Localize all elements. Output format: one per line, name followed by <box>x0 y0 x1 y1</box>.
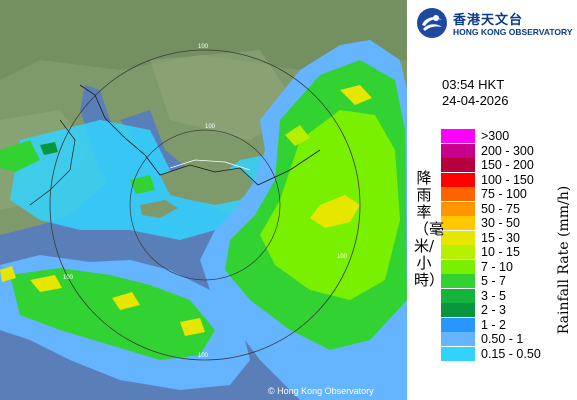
hko-logo: 香港天文台 HONG KONG OBSERVATORY <box>415 6 575 40</box>
legend-swatch <box>441 158 475 172</box>
legend-row: 1 - 2 <box>441 317 577 332</box>
legend-row: 75 - 100 <box>441 187 577 201</box>
legend-swatch <box>441 245 475 259</box>
legend-title-english-wrap: Rainfall Rate (mm/h) <box>553 170 575 350</box>
observation-time: 03:54 HKT <box>442 77 505 92</box>
range-label: 100 <box>337 254 348 260</box>
legend-row: 2 - 3 <box>441 303 577 317</box>
legend-row: 3 - 5 <box>441 288 577 303</box>
rain-cell <box>130 175 155 194</box>
observation-date: 24-04-2026 <box>442 93 509 108</box>
range-ring <box>129 129 281 281</box>
rain-core <box>112 292 140 310</box>
legend-row: 10 - 15 <box>441 245 577 259</box>
rain-core <box>0 266 16 282</box>
legend-label: 0.50 - 1 <box>481 332 524 346</box>
terrain-shading <box>0 0 407 80</box>
coastline <box>29 119 76 206</box>
legend-label: 15 - 30 <box>481 230 520 245</box>
legend-label: >300 <box>481 129 510 143</box>
legend-label: 30 - 50 <box>481 216 520 230</box>
legend-swatch <box>441 274 475 288</box>
legend-swatch <box>441 129 475 143</box>
rain-core <box>310 195 360 228</box>
copyright-text: © Hong Kong Observatory <box>268 386 374 396</box>
range-label: 100 <box>198 44 209 50</box>
range-label: 100 <box>198 353 209 359</box>
hko-logo-icon <box>417 8 447 38</box>
legend-label: 10 - 15 <box>481 245 520 259</box>
rain-core <box>340 85 372 105</box>
light-rain-area <box>10 120 300 240</box>
rain-core <box>30 275 62 292</box>
legend-label: 100 - 150 <box>481 172 534 187</box>
legend-swatch <box>441 216 475 230</box>
legend-row: 150 - 200 <box>441 158 577 172</box>
legend-row: 0.15 - 0.50 <box>441 346 577 361</box>
legend-row: 30 - 50 <box>441 216 577 230</box>
legend-label: 2 - 3 <box>481 303 507 317</box>
legend-label: 0.15 - 0.50 <box>481 346 541 361</box>
legend-swatch <box>441 288 475 303</box>
legend-swatch <box>441 172 475 187</box>
border-line <box>169 159 251 171</box>
legend-label: 50 - 75 <box>481 201 520 216</box>
coastline <box>79 84 321 186</box>
rain-band-southwest-moderate <box>10 268 215 360</box>
legend-swatch <box>441 346 475 361</box>
logo-chinese-name: 香港天文台 <box>453 13 524 28</box>
legend-swatch <box>441 230 475 245</box>
legend-label: 1 - 2 <box>481 317 507 332</box>
radar-map: 100 100 100 100 100 © Hong Kong Observat… <box>0 0 407 400</box>
range-label: 100 <box>63 275 74 281</box>
legend-swatch <box>441 259 475 274</box>
rain-cell <box>40 142 58 155</box>
legend-swatch <box>441 187 475 201</box>
legend-row: 15 - 30 <box>441 230 577 245</box>
range-label: 100 <box>205 124 216 130</box>
legend-row: >300 <box>441 129 577 143</box>
legend-row: 5 - 7 <box>441 274 577 288</box>
legend-label: 150 - 200 <box>481 158 534 172</box>
land-lantau <box>140 200 178 218</box>
range-ring <box>49 49 361 361</box>
legend-row: 50 - 75 <box>441 201 577 216</box>
legend-row: 200 - 300 <box>441 143 577 158</box>
legend-label: 7 - 10 <box>481 259 513 274</box>
logo-english-name: HONG KONG OBSERVATORY <box>453 27 573 37</box>
legend-label: 75 - 100 <box>481 187 527 201</box>
legend-swatch <box>441 201 475 216</box>
legend-title-chinese: 降雨率（毫米/小時） <box>414 169 445 289</box>
legend-title-english: Rainfall Rate (mm/h) <box>556 185 572 335</box>
legend-swatch <box>441 143 475 158</box>
land-hk <box>160 165 255 205</box>
rain-core <box>285 125 310 146</box>
rain-core <box>180 318 205 336</box>
legend-label: 200 - 300 <box>481 143 534 158</box>
legend-swatch <box>441 317 475 332</box>
legend-swatch <box>441 303 475 317</box>
legend-row: 0.50 - 1 <box>441 332 577 346</box>
legend-label: 5 - 7 <box>481 274 507 288</box>
legend-panel: 香港天文台 HONG KONG OBSERVATORY 03:54 HKT 24… <box>407 0 577 400</box>
legend-swatch <box>441 332 475 346</box>
legend-row: 100 - 150 <box>441 172 577 187</box>
legend-label: 3 - 5 <box>481 288 507 303</box>
rain-cell <box>0 140 40 172</box>
legend-row: 7 - 10 <box>441 259 577 274</box>
